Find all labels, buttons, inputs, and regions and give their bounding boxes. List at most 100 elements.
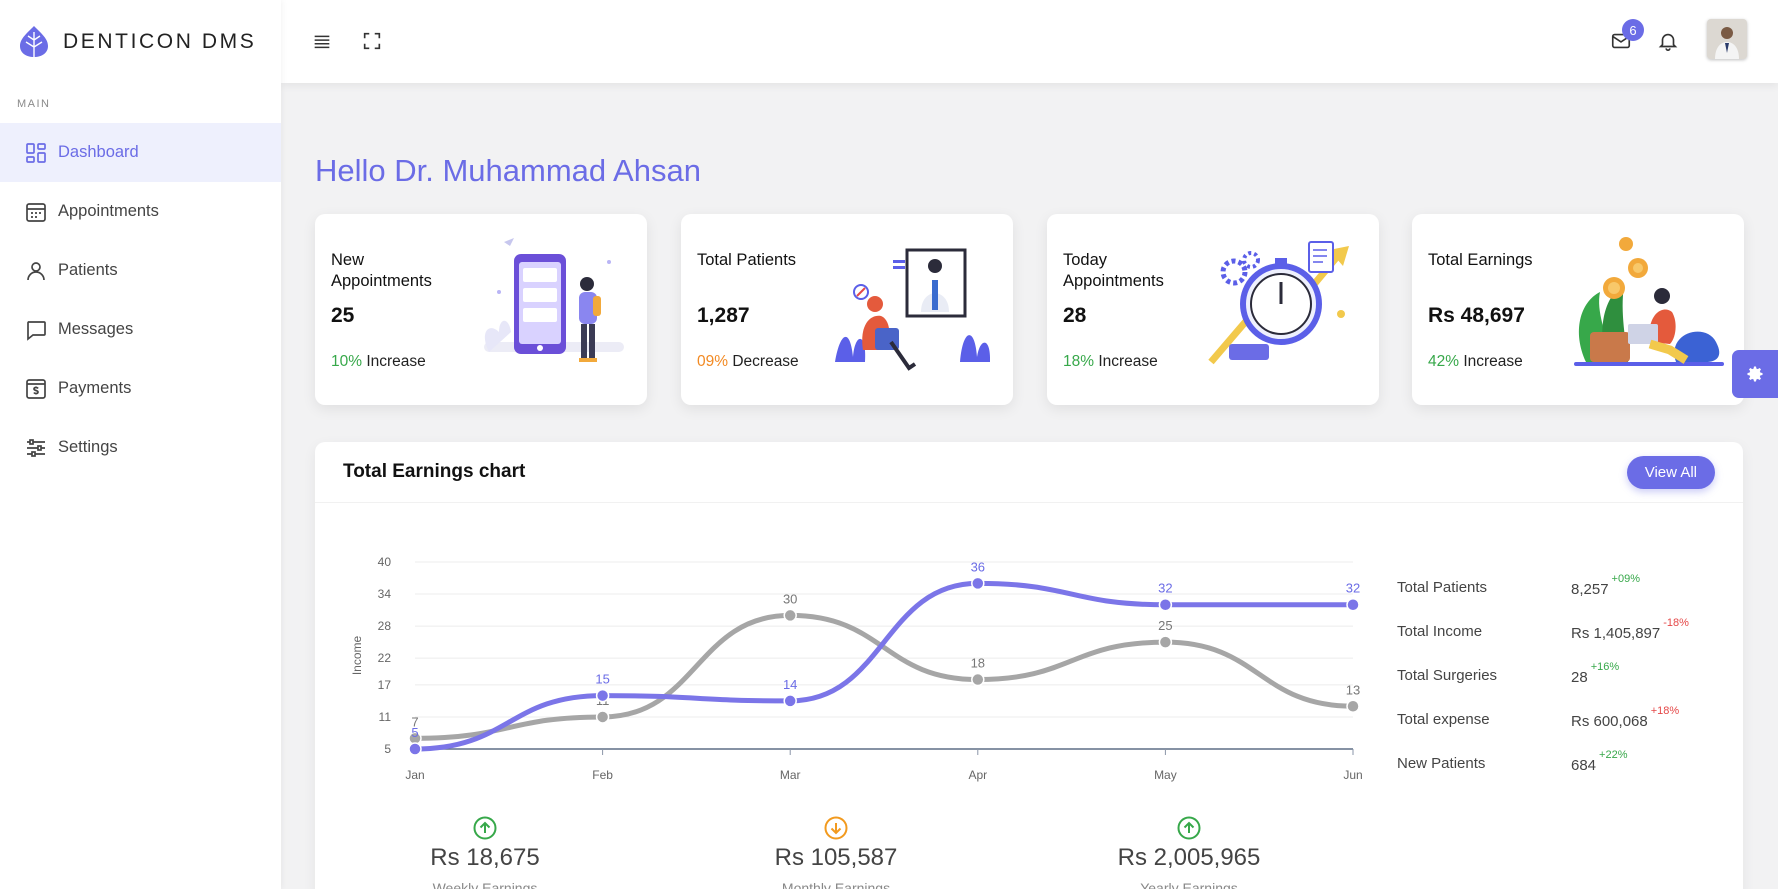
chat-icon bbox=[24, 318, 48, 342]
data-point bbox=[408, 742, 422, 756]
summary-row-total-expense: Total expense Rs 600,068+18% bbox=[1397, 705, 1727, 755]
sidebar-item-messages[interactable]: Messages bbox=[0, 300, 281, 359]
stat-card-title: Total Patients bbox=[697, 251, 797, 269]
chart-title: Total Earnings chart bbox=[343, 461, 526, 482]
sidebar-item-label: Appointments bbox=[58, 202, 159, 220]
sidebar-item-label: Dashboard bbox=[58, 143, 139, 161]
fullscreen-button[interactable] bbox=[359, 28, 385, 54]
y-tick-label: 28 bbox=[378, 619, 392, 633]
earnings-line-chart: 5111722283440JanFebMarAprMayJunIncome711… bbox=[350, 555, 1363, 782]
calendar-icon bbox=[24, 200, 48, 224]
stat-card-trend: Decrease bbox=[732, 353, 799, 370]
data-point bbox=[971, 672, 985, 687]
y-tick-label: 40 bbox=[378, 555, 392, 569]
data-point bbox=[1158, 597, 1173, 612]
summary-value: 8,257 bbox=[1571, 581, 1609, 598]
y-tick-label: 17 bbox=[378, 678, 392, 692]
stat-card-title: Today Appointments bbox=[1063, 251, 1164, 290]
user-icon bbox=[24, 259, 48, 283]
summary-row-new-patients: New Patients 684+22% bbox=[1397, 749, 1727, 799]
earning-value: Rs 2,005,965 bbox=[1117, 844, 1261, 871]
stat-card-change: 10% Increase bbox=[331, 353, 426, 371]
data-point bbox=[971, 576, 985, 591]
page-title: Hello Dr. Muhammad Ahsan bbox=[315, 153, 701, 188]
view-all-button[interactable]: View All bbox=[1626, 456, 1715, 489]
data-label: 5 bbox=[411, 725, 418, 740]
notifications-button[interactable] bbox=[1655, 28, 1681, 54]
summary-value-wrap: 684+22% bbox=[1571, 749, 1627, 774]
stat-card-trend: Increase bbox=[1463, 353, 1523, 370]
sidebar-item-label: Settings bbox=[58, 438, 118, 456]
stat-card-trend: Increase bbox=[366, 353, 426, 370]
menu-toggle-button[interactable] bbox=[309, 28, 335, 54]
summary-value-wrap: 28+16% bbox=[1571, 661, 1619, 686]
summary-change: +09% bbox=[1611, 573, 1640, 585]
data-label: 32 bbox=[1158, 581, 1172, 596]
stat-card-today-appointments[interactable]: Today Appointments 28 18% Increase bbox=[1047, 214, 1379, 405]
x-tick-label: Apr bbox=[968, 768, 987, 782]
x-tick-label: Feb bbox=[592, 768, 613, 782]
summary-stats: Total Patients 8,257+09% Total Income Rs… bbox=[1397, 573, 1727, 799]
weekly-earnings: Rs 18,675 Weekly Earnings bbox=[385, 816, 585, 889]
avatar[interactable] bbox=[1707, 19, 1747, 59]
data-point bbox=[595, 688, 610, 703]
summary-label: New Patients bbox=[1397, 755, 1486, 772]
summary-value: Rs 1,405,897 bbox=[1571, 625, 1661, 642]
earning-value: Rs 105,587 bbox=[774, 844, 898, 871]
sidebar-item-payments[interactable]: Payments bbox=[0, 359, 281, 418]
y-axis-label: Income bbox=[350, 636, 364, 676]
stat-card-percent: 42% bbox=[1428, 353, 1460, 370]
sidebar-item-appointments[interactable]: Appointments bbox=[0, 182, 281, 241]
fullscreen-icon bbox=[363, 32, 381, 50]
summary-row-total-patients: Total Patients 8,257+09% bbox=[1397, 573, 1727, 623]
summary-change: -18% bbox=[1663, 617, 1689, 629]
mail-button[interactable]: 6 bbox=[1608, 19, 1644, 54]
sidebar-item-patients[interactable]: Patients bbox=[0, 241, 281, 300]
sidebar-item-label: Messages bbox=[58, 320, 134, 338]
earning-label: Monthly Earnings bbox=[781, 880, 891, 889]
data-label: 25 bbox=[1158, 618, 1172, 633]
data-label: 36 bbox=[971, 559, 985, 574]
leaf-logo-icon bbox=[20, 26, 48, 57]
sidebar-item-label: Payments bbox=[58, 379, 132, 397]
stat-card-value: 25 bbox=[331, 304, 355, 327]
sidebar: DENTICON DMS MAIN Dashboard Appointments… bbox=[0, 0, 281, 889]
summary-value-wrap: 8,257+09% bbox=[1571, 573, 1640, 598]
sidebar-item-dashboard[interactable]: Dashboard bbox=[0, 123, 281, 182]
hamburger-icon bbox=[314, 35, 330, 49]
stat-card-change: 42% Increase bbox=[1428, 353, 1523, 371]
arrow-up-circle-icon bbox=[473, 816, 497, 840]
summary-value: 684 bbox=[1571, 757, 1597, 774]
stat-card-new-appointments[interactable]: New Appointments 25 10% Increase bbox=[315, 214, 647, 405]
theme-settings-button[interactable] bbox=[1732, 350, 1778, 398]
payment-icon bbox=[24, 377, 48, 401]
data-label: 30 bbox=[783, 591, 797, 606]
earnings-illustration bbox=[1574, 237, 1724, 366]
brand-name: DENTICON DMS bbox=[63, 30, 257, 53]
series-line bbox=[412, 612, 1356, 741]
monthly-earnings: Rs 105,587 Monthly Earnings bbox=[736, 816, 936, 889]
summary-value: 28 bbox=[1571, 669, 1588, 686]
stat-card-trend: Increase bbox=[1098, 353, 1158, 370]
data-label: 14 bbox=[783, 677, 797, 692]
stat-card-total-patients[interactable]: Total Patients 1,287 09% Decrease bbox=[681, 214, 1013, 405]
data-point bbox=[1158, 635, 1173, 649]
telemedicine-illustration bbox=[835, 248, 991, 371]
stat-card-change: 18% Increase bbox=[1063, 353, 1158, 371]
bell-icon bbox=[1658, 33, 1678, 51]
data-point bbox=[783, 608, 797, 623]
sidebar-item-label: Patients bbox=[58, 261, 118, 279]
gear-icon bbox=[1747, 366, 1763, 382]
summary-row-total-income: Total Income Rs 1,405,897-18% bbox=[1397, 617, 1727, 667]
brand[interactable]: DENTICON DMS bbox=[0, 0, 281, 84]
summary-change: +16% bbox=[1590, 661, 1620, 673]
yearly-earnings: Rs 2,005,965 Yearly Earnings bbox=[1089, 816, 1289, 889]
summary-value-wrap: Rs 600,068+18% bbox=[1571, 705, 1679, 730]
stat-card-change: 09% Decrease bbox=[697, 353, 799, 371]
user-avatar-icon bbox=[1707, 19, 1747, 59]
stat-card-total-earnings[interactable]: Total Earnings Rs 48,697 42% Increase bbox=[1412, 214, 1744, 405]
mail-badge: 6 bbox=[1622, 19, 1644, 41]
sidebar-item-settings[interactable]: Settings bbox=[0, 418, 281, 477]
x-tick-label: Jun bbox=[1343, 768, 1362, 782]
data-label: 13 bbox=[1346, 682, 1360, 697]
